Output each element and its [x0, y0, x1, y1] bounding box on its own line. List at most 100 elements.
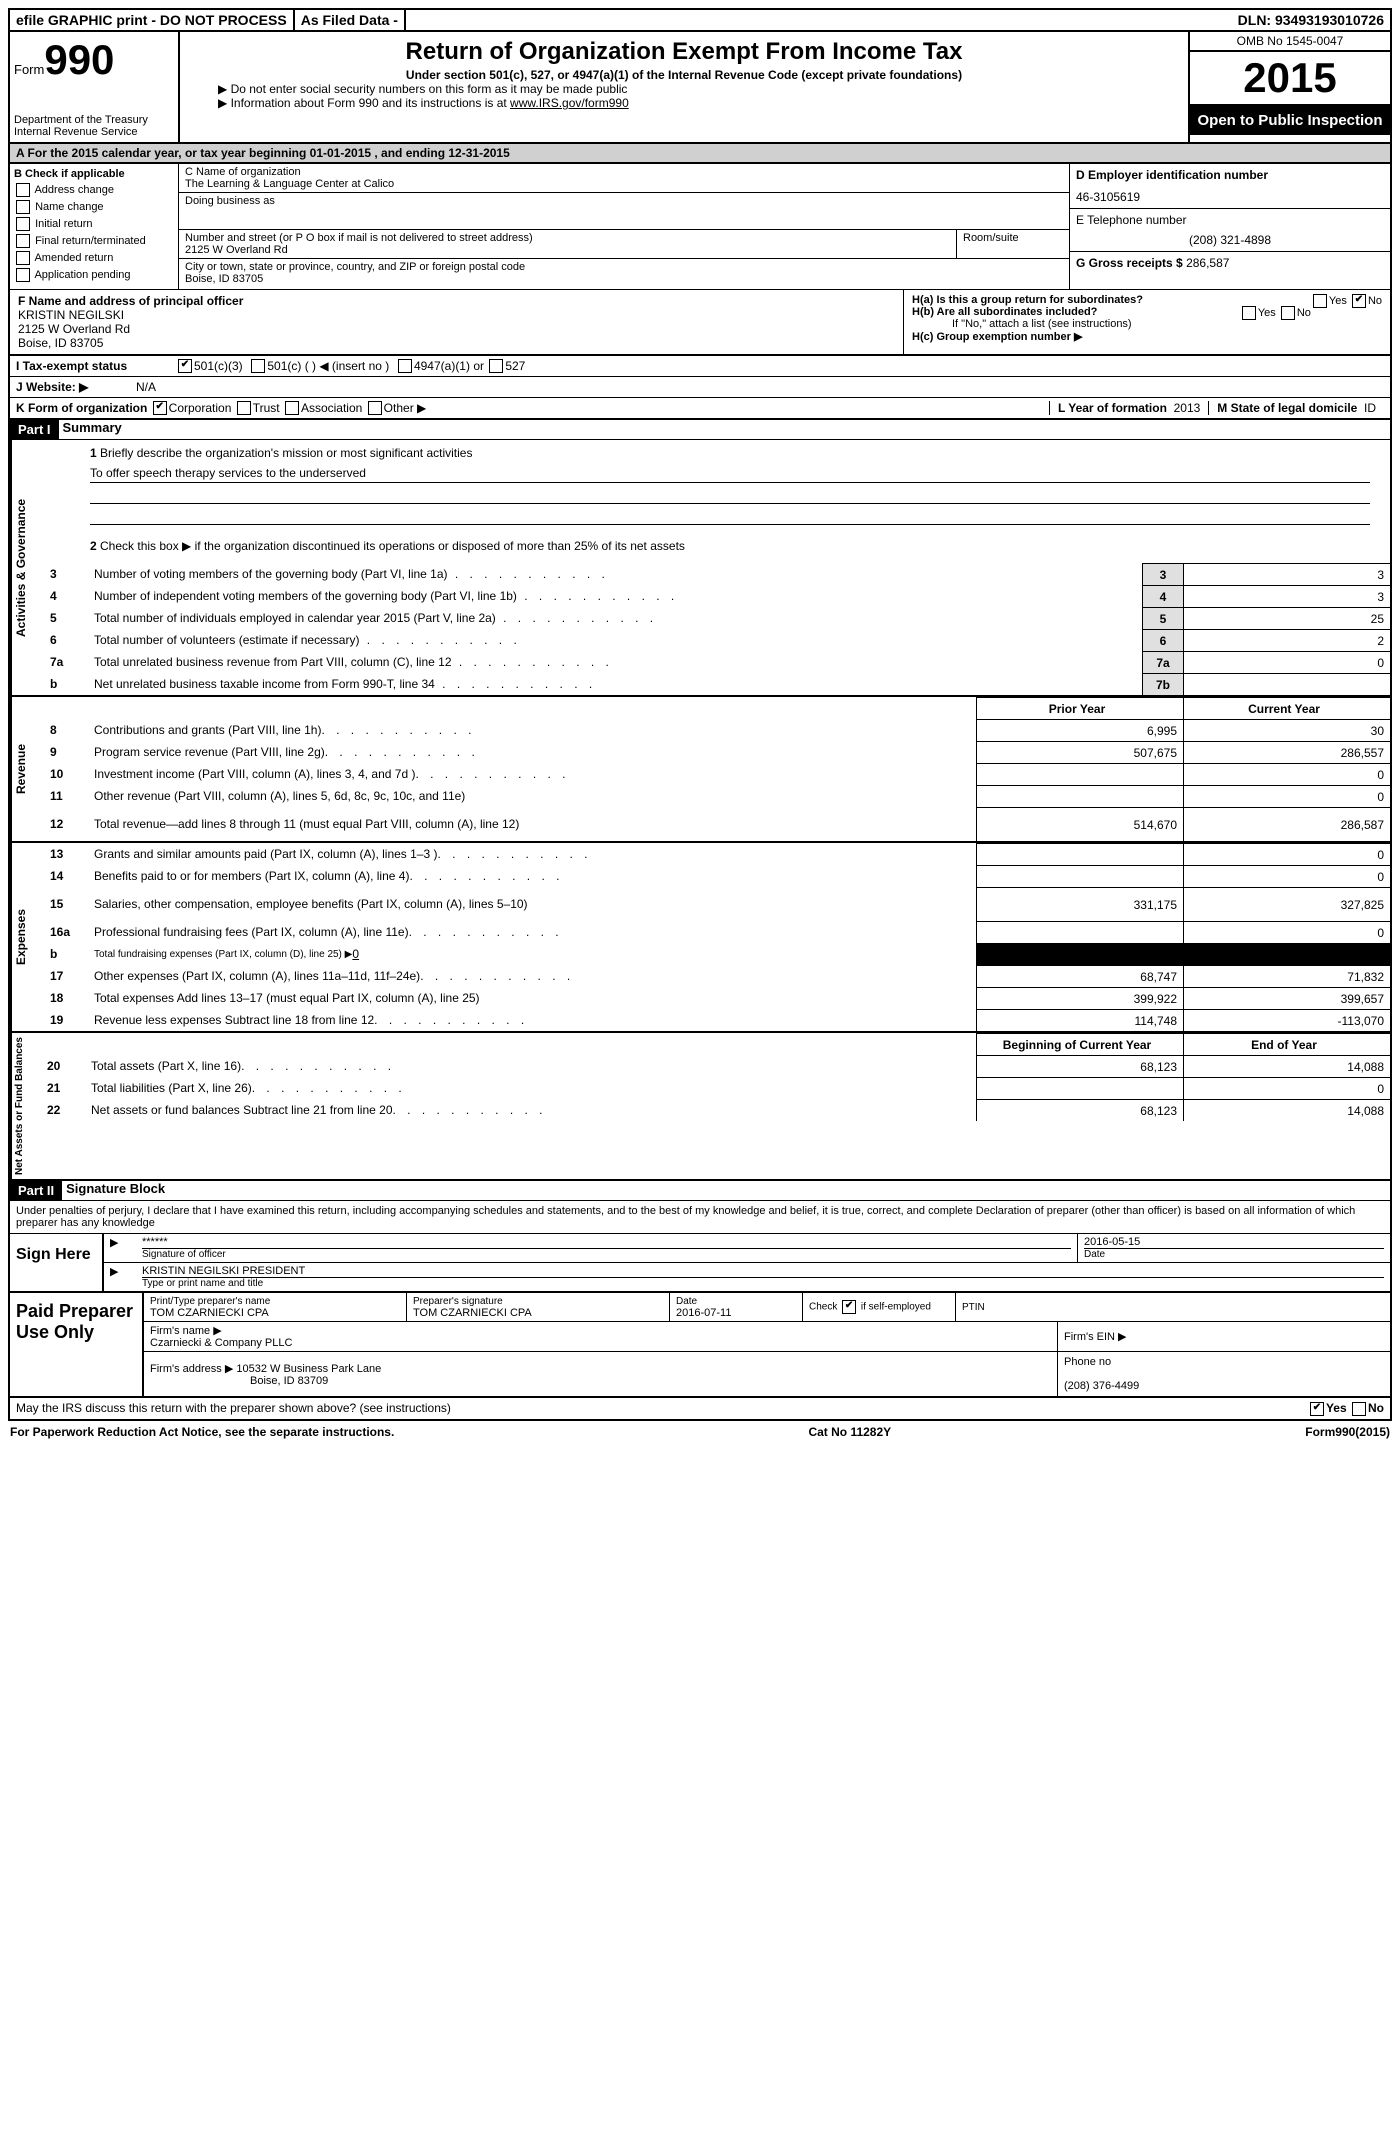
line-3: 3Number of voting members of the governi… — [30, 563, 1390, 585]
line-7a: 7aTotal unrelated business revenue from … — [30, 651, 1390, 673]
city-block: City or town, state or province, country… — [179, 259, 1069, 287]
dba-block: Doing business as — [179, 193, 1069, 230]
city-value: Boise, ID 83705 — [185, 273, 1063, 285]
irs-label: Internal Revenue Service — [14, 126, 174, 138]
line-15: 15Salaries, other compensation, employee… — [30, 887, 1390, 921]
paperwork-notice: For Paperwork Reduction Act Notice, see … — [10, 1425, 394, 1439]
prep-date-label: Date — [676, 1296, 796, 1307]
line-18: 18Total expenses Add lines 13–17 (must e… — [30, 987, 1390, 1009]
firm-addr-label: Firm's address ▶ — [150, 1363, 233, 1375]
street-label: Number and street (or P O box if mail is… — [185, 232, 950, 244]
ptin-label: PTIN — [962, 1302, 1384, 1313]
omb-number: OMB No 1545-0047 — [1190, 32, 1390, 52]
sig-officer-label: Signature of officer — [142, 1248, 1071, 1260]
form-header: Form990 Department of the Treasury Inter… — [8, 32, 1392, 144]
firm-name-label: Firm's name ▶ — [150, 1324, 1051, 1337]
irs-discuss-text: May the IRS discuss this return with the… — [16, 1401, 451, 1416]
paid-row-3: Firm's address ▶ 10532 W Business Park L… — [144, 1352, 1390, 1396]
part-1-label: Part I — [10, 420, 59, 439]
col-h-group: H(a) Is this a group return for subordin… — [904, 290, 1390, 354]
part-1-title: Summary — [59, 420, 122, 439]
prep-date: 2016-07-11 — [676, 1307, 796, 1319]
form-note-2: ▶ Information about Form 990 and its ins… — [188, 96, 1180, 110]
tax-status-label: I Tax-exempt status — [16, 359, 176, 373]
section-a-tax-year: A For the 2015 calendar year, or tax yea… — [8, 144, 1392, 164]
line-16b: bTotal fundraising expenses (Part IX, co… — [30, 943, 1390, 965]
year-formation: L Year of formation 2013 — [1049, 401, 1208, 415]
firm-city: Boise, ID 83709 — [150, 1375, 1051, 1387]
irs-discuss-check[interactable]: ✔Yes No — [1308, 1401, 1384, 1416]
officer-street: 2125 W Overland Rd — [18, 322, 895, 336]
phone-value: (208) 321-4898 — [1076, 227, 1384, 247]
q1: 1 Briefly describe the organization's mi… — [30, 440, 1390, 462]
check-application-pending[interactable]: Application pending — [14, 268, 174, 282]
irs-discuss-row: May the IRS discuss this return with the… — [8, 1398, 1392, 1421]
sig-date-label: Date — [1084, 1248, 1384, 1260]
section-governance: Activities & Governance 1 Briefly descri… — [10, 440, 1390, 697]
line-9: 9Program service revenue (Part VIII, lin… — [30, 741, 1390, 763]
website-value: N/A — [136, 380, 156, 394]
check-name-change[interactable]: Name change — [14, 200, 174, 214]
check-4947[interactable] — [398, 359, 412, 373]
check-trust[interactable] — [237, 401, 251, 415]
line-17: 17Other expenses (Part IX, column (A), l… — [30, 965, 1390, 987]
side-net-assets: Net Assets or Fund Balances — [10, 1033, 27, 1179]
gross-value: 286,587 — [1186, 256, 1229, 270]
check-association[interactable] — [285, 401, 299, 415]
part-2-title: Signature Block — [62, 1181, 165, 1200]
cat-no: Cat No 11282Y — [808, 1425, 891, 1439]
summary-body: Activities & Governance 1 Briefly descri… — [8, 440, 1392, 1181]
line-5: 5Total number of individuals employed in… — [30, 607, 1390, 629]
open-to-public: Open to Public Inspection — [1190, 106, 1390, 135]
gross-label: G Gross receipts $ — [1076, 256, 1183, 270]
check-501c3[interactable]: ✔ — [178, 359, 192, 373]
officer-city: Boise, ID 83705 — [18, 336, 895, 350]
top-bar: efile GRAPHIC print - DO NOT PROCESS As … — [8, 8, 1392, 32]
prep-name-label: Print/Type preparer's name — [150, 1296, 400, 1307]
line-13: 13Grants and similar amounts paid (Part … — [30, 843, 1390, 865]
check-corporation[interactable]: ✔ — [153, 401, 167, 415]
org-name-label: C Name of organization — [185, 166, 1063, 178]
row-i-tax-status: I Tax-exempt status ✔ 501(c)(3) 501(c) (… — [8, 356, 1392, 377]
form-note-1: ▶ Do not enter social security numbers o… — [188, 82, 1180, 96]
sig-row-1: ▶ ****** Signature of officer 2016-05-15… — [104, 1234, 1390, 1263]
check-501c[interactable] — [251, 359, 265, 373]
check-self-employed[interactable]: Check ✔ if self-employed — [809, 1300, 949, 1314]
phone-block: E Telephone number (208) 321-4898 — [1070, 208, 1390, 251]
tax-year: 2015 — [1190, 52, 1390, 106]
line-16a: 16aProfessional fundraising fees (Part I… — [30, 921, 1390, 943]
as-filed-data: As Filed Data - — [295, 10, 406, 30]
street-value: 2125 W Overland Rd — [185, 244, 950, 256]
check-amended-return[interactable]: Amended return — [14, 251, 174, 265]
check-initial-return[interactable]: Initial return — [14, 217, 174, 231]
ein-label: D Employer identification number — [1076, 168, 1384, 182]
check-address-change[interactable]: Address change — [14, 183, 174, 197]
form-number: 990 — [44, 36, 114, 83]
q2: 2 Check this box ▶ if the organization d… — [30, 529, 1390, 563]
h-c: H(c) Group exemption number ▶ — [912, 330, 1382, 343]
part-2-header-row: Part II Signature Block — [8, 1181, 1392, 1201]
part-1-header-row: Part I Summary — [8, 420, 1392, 440]
paid-preparer-label: Paid Preparer Use Only — [10, 1293, 144, 1396]
officer-name: KRISTIN NEGILSKI — [18, 308, 895, 322]
row-k-org-form: K Form of organization ✔ Corporation Tru… — [8, 398, 1392, 420]
city-label: City or town, state or province, country… — [185, 261, 1063, 273]
line-7b: bNet unrelated business taxable income f… — [30, 673, 1390, 695]
blank-line-1 — [90, 487, 1370, 504]
block-bcd: B Check if applicable Address change Nam… — [8, 164, 1392, 289]
header-left: Form990 Department of the Treasury Inter… — [10, 32, 180, 142]
check-527[interactable] — [489, 359, 503, 373]
row-j-website: J Website: ▶ N/A — [8, 377, 1392, 398]
officer-name-title: KRISTIN NEGILSKI PRESIDENT — [142, 1265, 1384, 1277]
col-f-officer: F Name and address of principal officer … — [10, 290, 904, 354]
bottom-note: For Paperwork Reduction Act Notice, see … — [8, 1421, 1392, 1443]
check-other[interactable] — [368, 401, 382, 415]
sign-here-label: Sign Here — [10, 1234, 104, 1291]
check-final-return[interactable]: Final return/terminated — [14, 234, 174, 248]
ein-block: D Employer identification number 46-3105… — [1070, 164, 1390, 208]
firm-name: Czarniecki & Company PLLC — [150, 1337, 1051, 1349]
paid-row-1: Print/Type preparer's name TOM CZARNIECK… — [144, 1293, 1390, 1322]
line-14: 14Benefits paid to or for members (Part … — [30, 865, 1390, 887]
street-row: Number and street (or P O box if mail is… — [179, 230, 1069, 259]
form-subtitle: Under section 501(c), 527, or 4947(a)(1)… — [188, 68, 1180, 82]
